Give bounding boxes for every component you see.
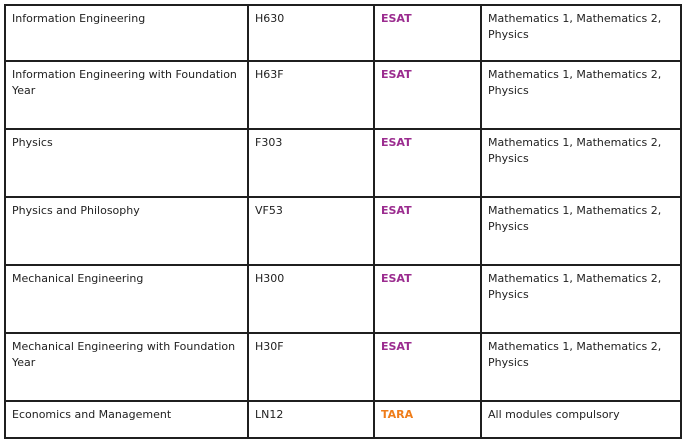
course-code-cell: VF53 [247, 196, 375, 266]
course-name-cell: Physics and Philosophy [4, 196, 249, 266]
admissions-test-cell: ESAT [373, 128, 482, 198]
required-modules-cell: Mathematics 1, Mathematics 2, Physics [480, 128, 682, 198]
course-name-cell: Information Engineering with Foundation … [4, 60, 249, 130]
admissions-test-cell: TARA [373, 400, 482, 439]
course-name-cell: Mechanical Engineering with Foundation Y… [4, 332, 249, 402]
table-row: Physics F303 ESAT Mathematics 1, Mathema… [4, 128, 682, 198]
table-row: Mechanical Engineering with Foundation Y… [4, 332, 682, 402]
table-row: Information Engineering H630 ESAT Mathem… [4, 4, 682, 62]
course-name-cell: Information Engineering [4, 4, 249, 62]
course-name-cell: Economics and Management [4, 400, 249, 439]
table-row: Physics and Philosophy VF53 ESAT Mathema… [4, 196, 682, 266]
course-code-cell: H30F [247, 332, 375, 402]
course-code-cell: F303 [247, 128, 375, 198]
course-requirements-table: Information Engineering H630 ESAT Mathem… [4, 4, 682, 439]
course-code-cell: H63F [247, 60, 375, 130]
required-modules-cell: All modules compulsory [480, 400, 682, 439]
course-code-cell: H300 [247, 264, 375, 334]
required-modules-cell: Mathematics 1, Mathematics 2, Physics [480, 332, 682, 402]
required-modules-cell: Mathematics 1, Mathematics 2, Physics [480, 196, 682, 266]
required-modules-cell: Mathematics 1, Mathematics 2, Physics [480, 264, 682, 334]
admissions-test-cell: ESAT [373, 196, 482, 266]
course-code-cell: H630 [247, 4, 375, 62]
table-row: Mechanical Engineering H300 ESAT Mathema… [4, 264, 682, 334]
admissions-test-cell: ESAT [373, 264, 482, 334]
course-name-cell: Mechanical Engineering [4, 264, 249, 334]
table-row: Economics and Management LN12 TARA All m… [4, 400, 682, 439]
admissions-test-cell: ESAT [373, 332, 482, 402]
course-name-cell: Physics [4, 128, 249, 198]
table-row: Information Engineering with Foundation … [4, 60, 682, 130]
required-modules-cell: Mathematics 1, Mathematics 2, Physics [480, 60, 682, 130]
admissions-test-cell: ESAT [373, 60, 482, 130]
required-modules-cell: Mathematics 1, Mathematics 2, Physics [480, 4, 682, 62]
course-code-cell: LN12 [247, 400, 375, 439]
admissions-test-cell: ESAT [373, 4, 482, 62]
